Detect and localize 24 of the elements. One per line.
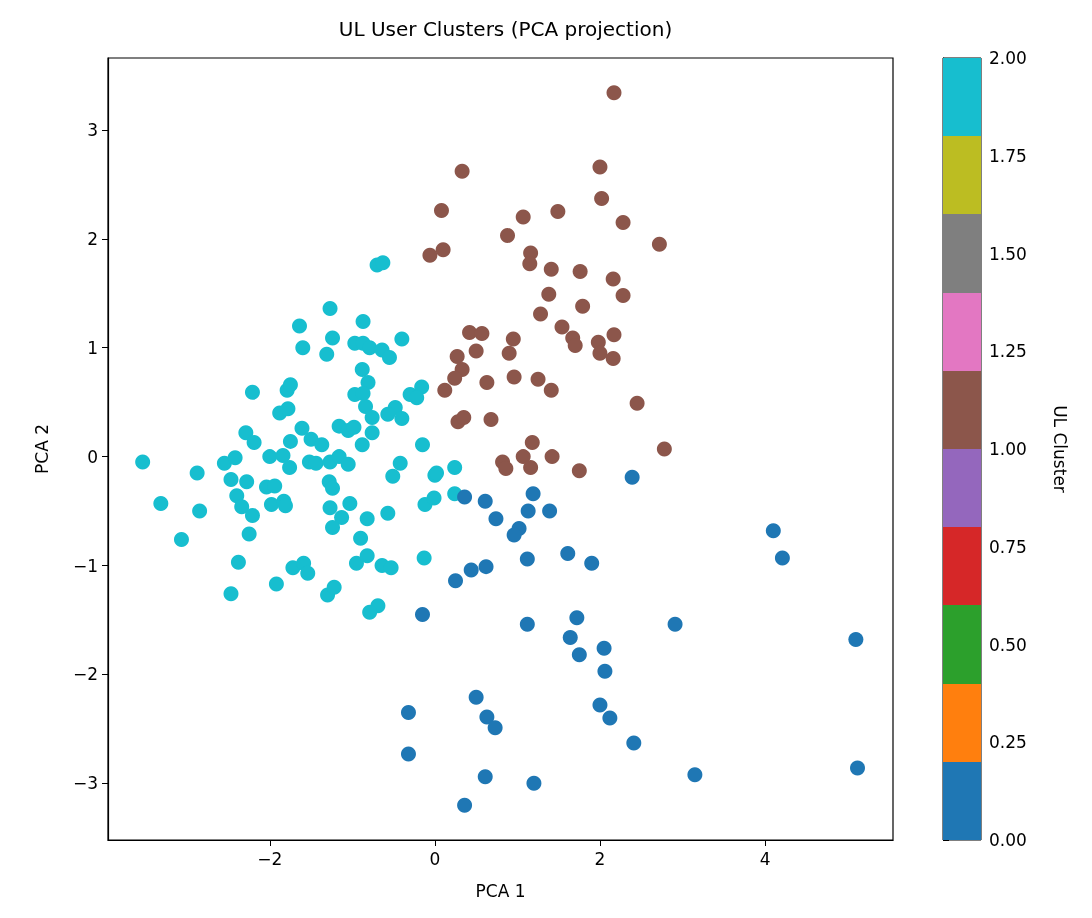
y-tick-label: 1 — [87, 337, 98, 358]
color-bar-label: 2.00 — [989, 48, 1027, 68]
color-bar-label: 1.50 — [989, 243, 1027, 264]
x-tick-label: 2 — [594, 848, 606, 869]
y-tick-label: 3 — [87, 119, 98, 140]
x-tick-label: 0 — [429, 848, 441, 869]
color-bar-label: 1.75 — [989, 145, 1027, 166]
color-bar-label: 0.00 — [989, 830, 1027, 850]
color-bar-label: 1.25 — [989, 341, 1027, 362]
x-tick-label: −2 — [257, 848, 283, 869]
color-bar-label: 0.75 — [989, 536, 1027, 557]
color-bar-label: 0.50 — [989, 634, 1027, 655]
y-tick-label: −1 — [72, 555, 98, 576]
x-tick-label: 4 — [759, 848, 771, 869]
y-axis-title: PCA 2 — [31, 424, 52, 474]
x-axis-title: PCA 1 — [475, 880, 526, 901]
color-bar-label: 0.25 — [989, 732, 1027, 753]
y-tick-label: −3 — [72, 773, 98, 794]
y-tick-label: 2 — [87, 228, 98, 249]
color-bar-title: UL Cluster — [1049, 405, 1070, 493]
color-bar-label: 1.00 — [989, 439, 1027, 459]
chart-title: UL User Clusters (PCA projection) — [338, 17, 673, 41]
y-tick-label: −2 — [72, 664, 98, 685]
y-tick-label: 0 — [87, 446, 98, 467]
